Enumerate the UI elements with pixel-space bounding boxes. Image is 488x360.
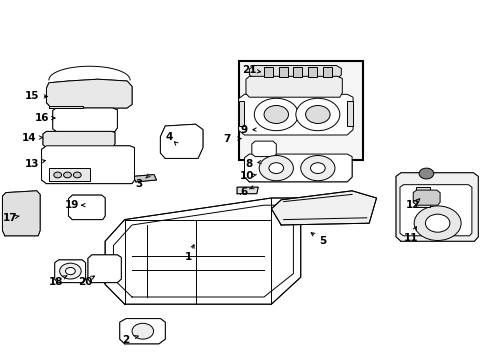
Polygon shape (41, 146, 134, 184)
Polygon shape (113, 205, 293, 297)
Text: 12: 12 (405, 200, 420, 210)
Polygon shape (251, 141, 276, 157)
Polygon shape (293, 67, 302, 77)
Circle shape (310, 163, 325, 174)
Text: 5: 5 (319, 236, 325, 246)
Text: 16: 16 (34, 113, 49, 123)
Circle shape (268, 163, 283, 174)
Text: 17: 17 (2, 213, 17, 223)
Text: 9: 9 (241, 125, 247, 135)
Text: 10: 10 (239, 171, 254, 181)
Circle shape (418, 168, 433, 179)
Polygon shape (245, 76, 342, 97)
Polygon shape (307, 67, 316, 77)
Circle shape (254, 98, 298, 131)
Text: 13: 13 (24, 159, 39, 169)
Polygon shape (264, 67, 272, 77)
Text: 4: 4 (164, 132, 172, 142)
Text: 8: 8 (245, 159, 252, 169)
Text: 3: 3 (136, 179, 142, 189)
Text: 6: 6 (240, 186, 246, 197)
Text: 11: 11 (403, 233, 417, 243)
Polygon shape (88, 255, 121, 283)
Circle shape (65, 267, 75, 275)
Polygon shape (53, 108, 117, 131)
Polygon shape (415, 187, 429, 207)
Circle shape (413, 206, 460, 240)
Polygon shape (160, 124, 203, 158)
Text: 7: 7 (223, 134, 231, 144)
Polygon shape (49, 168, 90, 181)
Text: 2: 2 (122, 335, 129, 345)
Polygon shape (133, 175, 156, 182)
Text: 18: 18 (49, 276, 63, 287)
Circle shape (305, 105, 329, 123)
Polygon shape (46, 79, 132, 108)
Text: 14: 14 (22, 132, 37, 143)
Polygon shape (237, 187, 258, 194)
Circle shape (132, 323, 153, 339)
Polygon shape (346, 101, 352, 126)
Polygon shape (132, 225, 264, 286)
Polygon shape (238, 101, 244, 126)
Polygon shape (271, 191, 376, 225)
FancyBboxPatch shape (238, 61, 363, 160)
Circle shape (54, 172, 61, 178)
Polygon shape (238, 94, 352, 135)
Text: 1: 1 (184, 252, 191, 262)
Text: 20: 20 (78, 276, 93, 287)
Polygon shape (120, 319, 165, 344)
Polygon shape (68, 195, 105, 220)
Polygon shape (105, 198, 300, 304)
Text: 15: 15 (24, 91, 39, 102)
Circle shape (73, 172, 81, 178)
Circle shape (300, 156, 334, 181)
Polygon shape (2, 191, 40, 236)
Polygon shape (412, 190, 439, 205)
Polygon shape (399, 185, 471, 236)
Polygon shape (395, 173, 477, 241)
Circle shape (60, 263, 81, 279)
Circle shape (425, 214, 449, 232)
Text: 21: 21 (242, 65, 256, 75)
Polygon shape (244, 154, 351, 182)
Polygon shape (55, 260, 85, 283)
Circle shape (264, 105, 288, 123)
Circle shape (63, 172, 71, 178)
Polygon shape (322, 67, 331, 77)
Polygon shape (278, 67, 287, 77)
Circle shape (295, 98, 339, 131)
Circle shape (259, 156, 293, 181)
Text: 19: 19 (65, 200, 80, 210)
Polygon shape (249, 66, 341, 78)
Polygon shape (49, 106, 83, 108)
Polygon shape (43, 131, 115, 148)
